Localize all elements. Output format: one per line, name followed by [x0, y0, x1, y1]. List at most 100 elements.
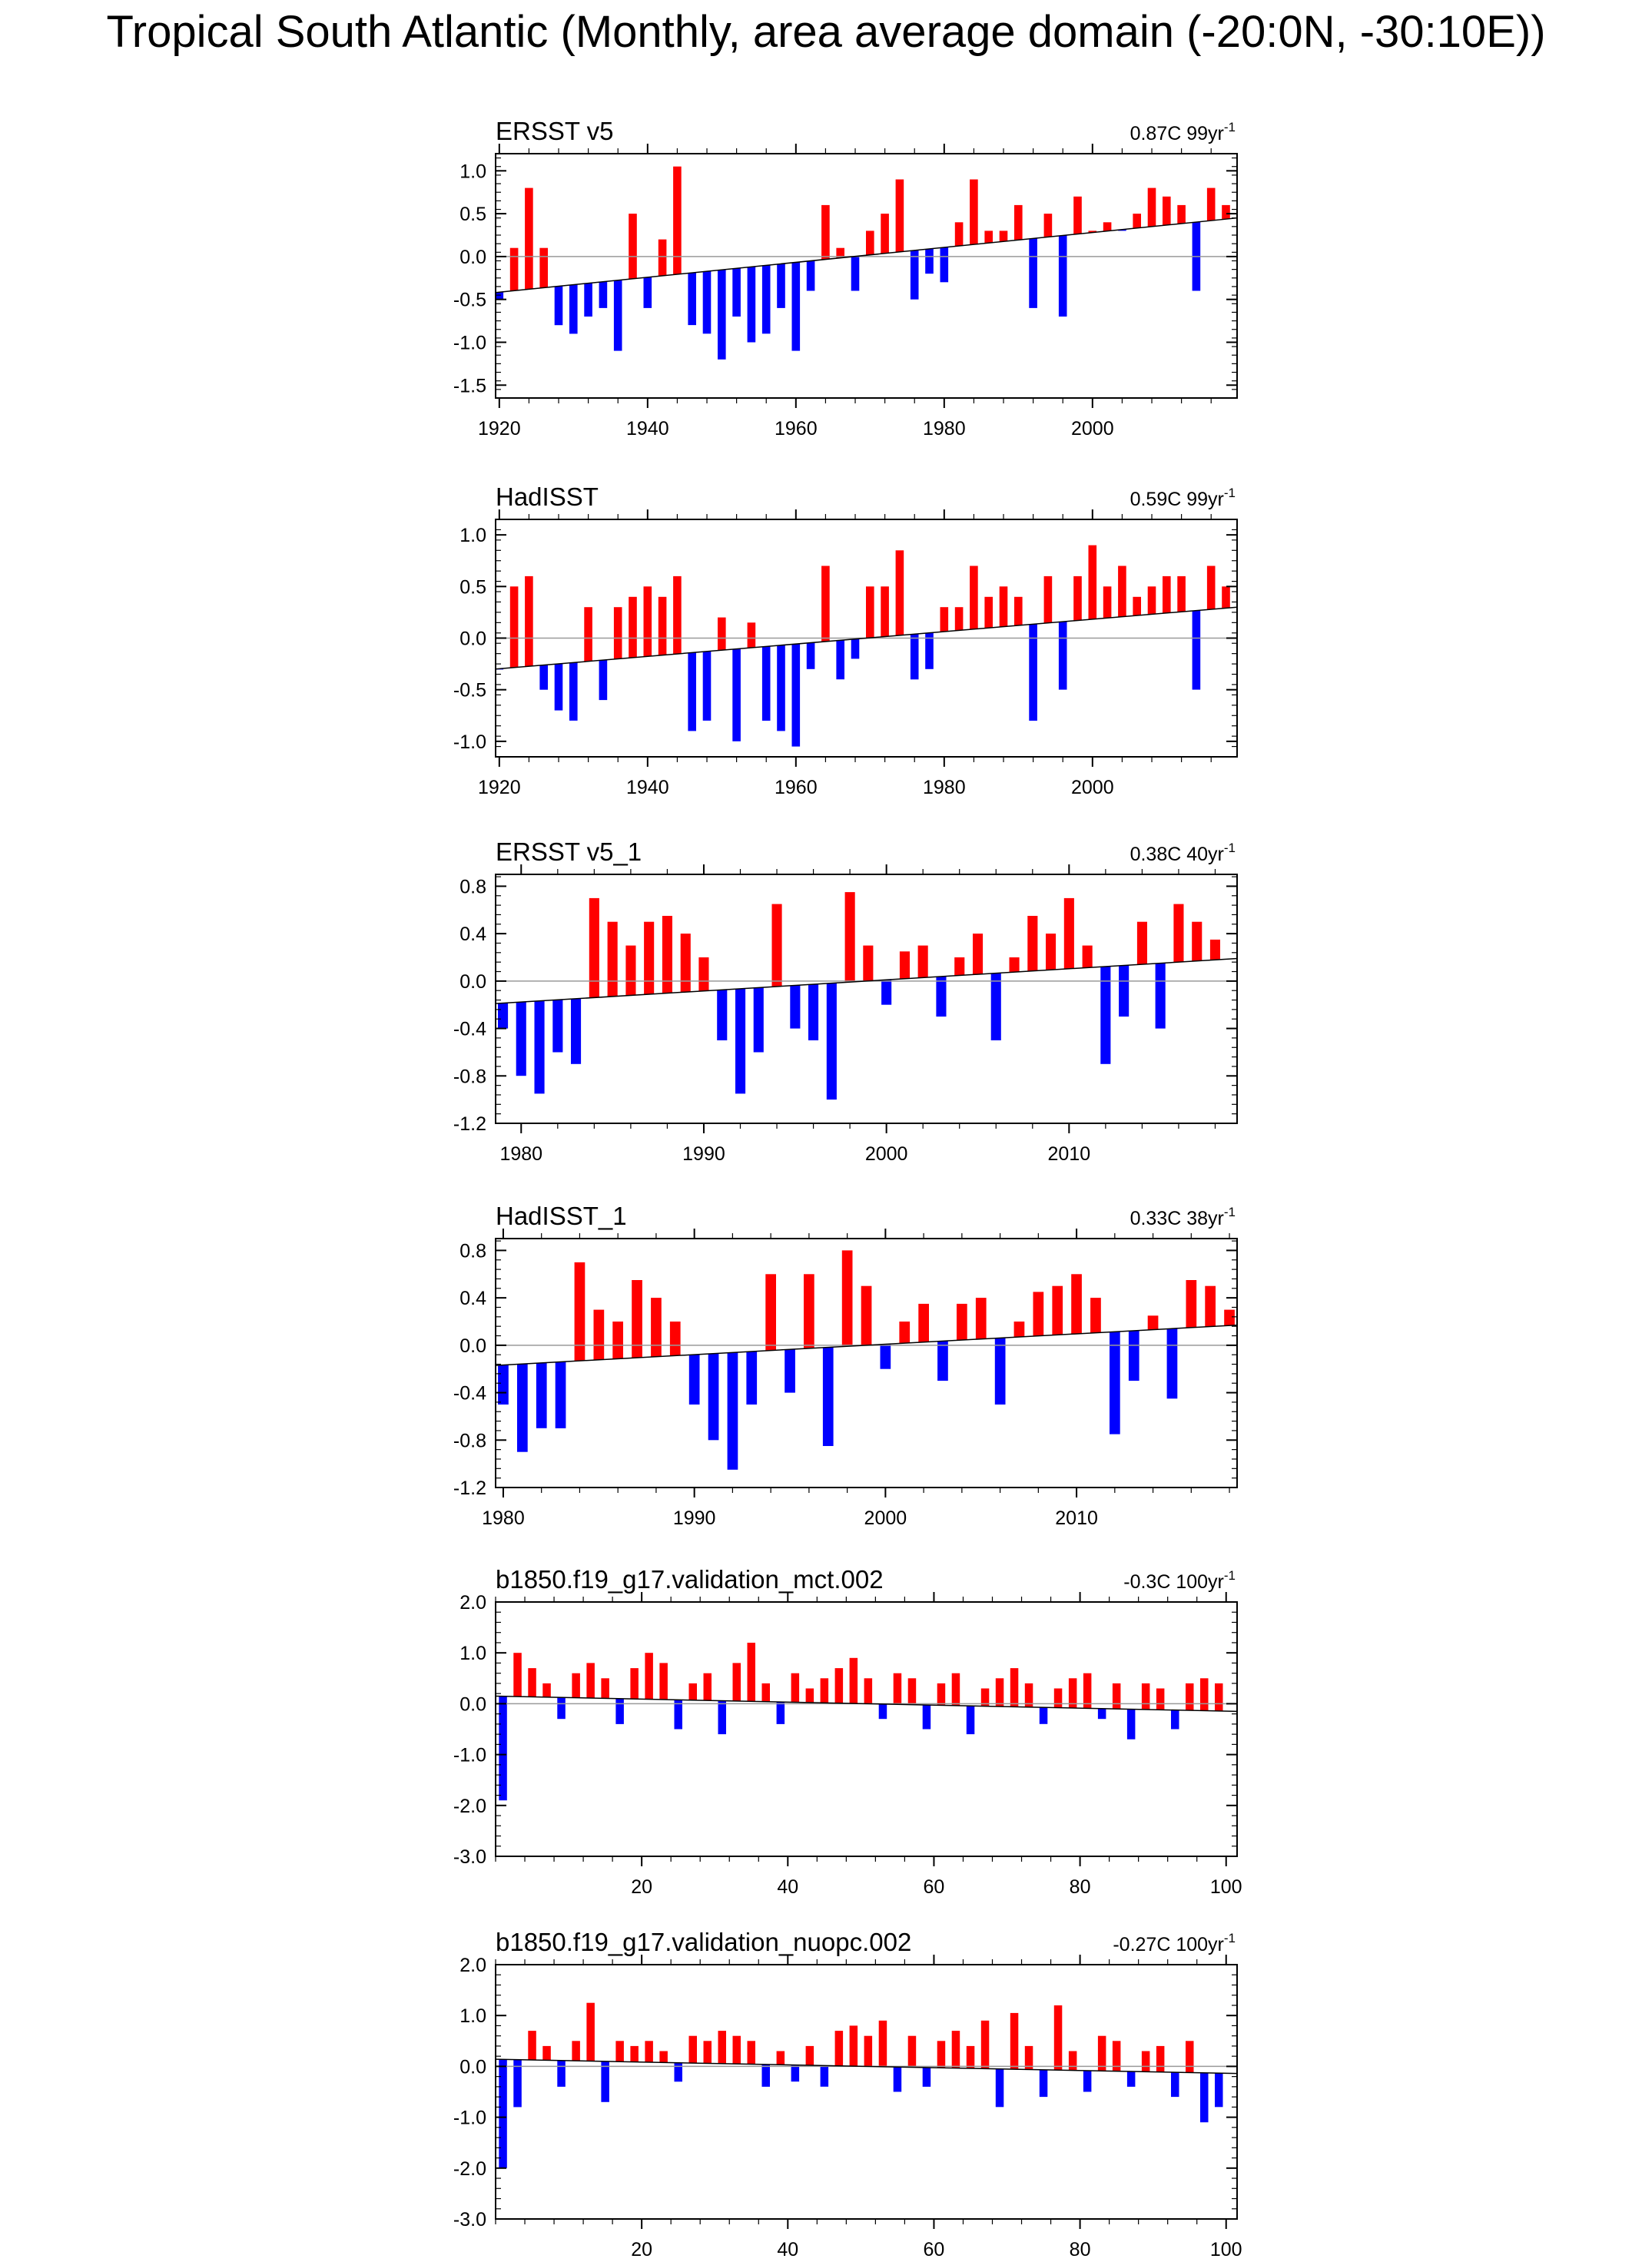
data-bar	[1133, 214, 1141, 228]
data-bar	[925, 632, 934, 669]
data-bar	[630, 1668, 639, 1700]
data-bar	[1126, 1709, 1136, 1740]
data-bar	[589, 897, 599, 998]
data-bar	[951, 2031, 960, 2068]
data-bar	[528, 1668, 536, 1697]
data-bar	[572, 1673, 580, 1698]
data-bar	[1156, 2045, 1165, 2072]
y-tick-label: -0.5	[453, 680, 486, 701]
x-tick-label: 40	[777, 1876, 798, 1898]
x-tick-label: 1980	[923, 418, 966, 439]
data-bar	[753, 987, 764, 1053]
data-bar	[586, 1663, 595, 1698]
data-bar	[674, 2062, 682, 2082]
data-bar	[878, 1703, 887, 1720]
x-tick-label: 2000	[1071, 777, 1114, 798]
data-bar	[554, 286, 563, 326]
data-bar	[599, 660, 608, 701]
data-bar	[893, 2067, 902, 2092]
chart-panel-1: ERSST v5 0.87C 99yr-1 1.0 0.5 0.0 -0.5 -1.0 -1.…	[453, 117, 1238, 439]
data-bar	[645, 1653, 653, 1700]
data-bar	[917, 945, 928, 978]
y-tick-label: 1.0	[459, 2005, 486, 2027]
data-bar	[571, 998, 582, 1064]
data-bar	[557, 2060, 566, 2087]
data-bar	[1010, 2012, 1019, 2070]
data-bar	[1173, 904, 1184, 963]
data-bar	[673, 166, 682, 274]
plot-frame	[495, 1601, 1238, 1857]
data-bar	[910, 250, 919, 300]
data-bar	[776, 2051, 785, 2065]
data-bar	[509, 247, 519, 291]
data-bar	[1043, 214, 1053, 237]
data-bar	[718, 2031, 726, 2064]
data-bar	[805, 2045, 814, 2065]
trend-label-value: -0.3C 100yr	[1123, 1571, 1224, 1593]
trend-label-exponent: -1	[1224, 1568, 1236, 1583]
x-tick-label: 80	[1070, 1876, 1091, 1898]
data-bar	[498, 1365, 509, 1405]
data-bar	[864, 2035, 873, 2067]
data-bar	[805, 1688, 814, 1703]
data-bar	[645, 2041, 653, 2062]
y-tick-label: -2.0	[453, 1796, 486, 1817]
data-bar	[1209, 939, 1220, 960]
data-bar	[584, 283, 592, 317]
data-bar	[834, 1668, 844, 1703]
data-bar	[1206, 566, 1216, 610]
data-bar	[849, 2025, 858, 2066]
data-bar	[984, 231, 993, 244]
data-bar	[1118, 566, 1126, 617]
data-bar	[1186, 1280, 1197, 1328]
data-bar	[999, 231, 1008, 242]
data-bar	[574, 1262, 585, 1362]
data-bar	[703, 1673, 712, 1701]
data-bar	[1155, 963, 1166, 1029]
y-tick-label: -0.8	[453, 1430, 486, 1451]
data-bar	[1073, 575, 1082, 621]
data-bar	[539, 247, 548, 288]
data-bar	[534, 1000, 545, 1094]
x-tick-label: 40	[777, 2239, 798, 2260]
data-bar	[864, 1678, 873, 1704]
data-bar	[990, 973, 1001, 1040]
trend-label-exponent: -1	[1224, 1931, 1236, 1945]
data-bar	[542, 1683, 551, 1697]
trend-label: -0.3C 100yr-1	[1123, 1568, 1236, 1593]
y-tick-label: 1.0	[459, 1643, 486, 1664]
data-bar	[735, 988, 746, 1094]
data-bar	[1119, 965, 1130, 1017]
data-bar	[822, 1347, 834, 1446]
data-bar	[498, 1003, 509, 1029]
data-bar	[1068, 1678, 1077, 1708]
data-bar	[1058, 622, 1067, 690]
data-bar	[863, 945, 874, 981]
data-bar	[791, 262, 801, 351]
data-bar	[881, 586, 889, 637]
data-bar	[584, 607, 592, 662]
data-bar	[1215, 2073, 1223, 2108]
data-bar	[851, 638, 860, 659]
data-bar	[761, 265, 771, 334]
data-bar	[569, 662, 578, 721]
data-bar	[851, 256, 860, 291]
x-tick-label: 1990	[673, 1507, 716, 1529]
data-bar	[1014, 204, 1023, 240]
x-tick-label: 80	[1070, 2239, 1091, 2260]
data-bar	[910, 634, 919, 680]
data-bar	[1058, 235, 1067, 317]
data-bar	[922, 1705, 931, 1730]
data-bar	[552, 1000, 563, 1053]
trend-label-exponent: -1	[1224, 120, 1236, 134]
data-bar	[1082, 945, 1093, 968]
y-tick-label: 0.0	[459, 971, 486, 993]
data-bar	[1118, 229, 1126, 231]
data-bar	[718, 1700, 726, 1735]
x-tick-label: 100	[1210, 2239, 1242, 2260]
data-bar	[940, 247, 949, 283]
data-bar	[643, 277, 652, 308]
data-bar	[599, 281, 608, 308]
data-bar	[1103, 586, 1112, 619]
